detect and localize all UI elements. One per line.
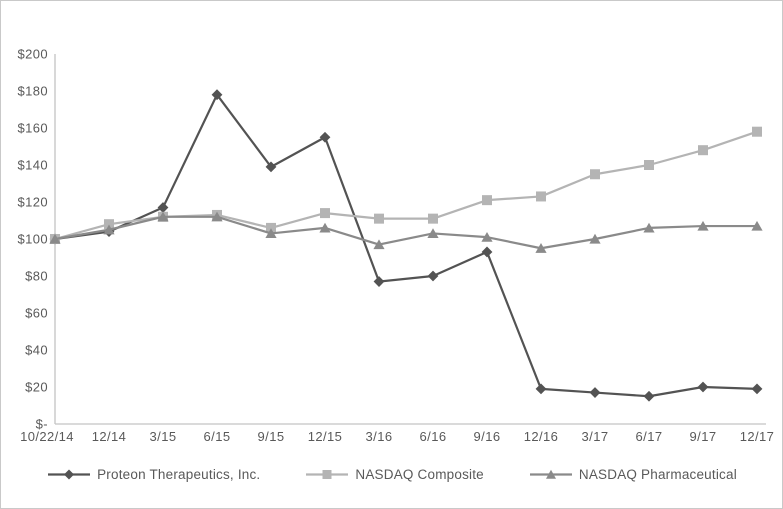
data-point-marker (265, 228, 277, 239)
data-point-marker (751, 220, 763, 231)
series-line-2 (54, 130, 758, 241)
data-point-marker (752, 126, 762, 137)
data-point-marker (481, 231, 493, 242)
data-point-marker (644, 160, 654, 170)
legend-label: Proteon Therapeutics, Inc. (97, 467, 261, 482)
data-point-marker (590, 169, 600, 180)
legend-item-1: Proteon Therapeutics, Inc. (48, 467, 260, 482)
diamond-icon (64, 469, 75, 480)
y-axis-tick-label: $200 (17, 47, 48, 62)
x-axis-tick-label: 3/16 (366, 429, 393, 444)
x-axis-tick-label: 12/14 (92, 429, 127, 444)
data-point-marker (643, 390, 655, 402)
series-line-1 (54, 93, 758, 398)
x-axis-tick-label: 9/17 (690, 429, 717, 444)
data-point-marker (481, 246, 493, 258)
x-axis-tick-label: 6/16 (420, 429, 447, 444)
y-axis-tick-label: $180 (17, 84, 48, 99)
data-point-marker (751, 383, 763, 395)
square-marker-swatch-icon (306, 470, 349, 479)
data-point-marker (320, 208, 330, 219)
data-point-marker (374, 213, 384, 224)
data-point-marker (373, 239, 385, 250)
series-line-3 (54, 215, 757, 250)
data-point-marker (157, 202, 169, 213)
data-point-marker (643, 222, 655, 233)
y-axis-tick-label: $40 (25, 343, 48, 358)
x-axis-tick-label: 6/15 (204, 429, 231, 444)
data-point-marker (265, 161, 277, 173)
x-axis-tick-label: 12/15 (308, 429, 343, 444)
legend-label: NASDAQ Pharmaceutical (578, 467, 737, 482)
data-point-marker (266, 222, 276, 233)
data-point-marker (211, 89, 223, 101)
data-point-marker (373, 276, 385, 287)
triangle-icon (545, 469, 556, 479)
data-point-marker (428, 213, 438, 224)
y-axis-tick-label: $20 (25, 380, 48, 395)
data-point-marker (482, 195, 492, 206)
data-point-marker (536, 191, 546, 202)
data-point-marker (535, 243, 547, 253)
y-axis-tick-label: $80 (25, 269, 48, 284)
y-axis-tick-label: $120 (17, 195, 48, 210)
data-point-marker (49, 233, 61, 244)
x-axis-tick-label: 12/16 (524, 429, 559, 444)
diamond-marker-swatch-icon (48, 469, 91, 480)
legend-item-3: NASDAQ Pharmaceutical (529, 467, 737, 482)
y-axis-tick-label: $60 (25, 306, 48, 321)
data-point-marker (697, 381, 709, 393)
data-point-marker (697, 220, 709, 231)
y-axis-tick-label: $- (36, 417, 48, 432)
data-point-marker (319, 131, 331, 143)
data-point-marker (427, 228, 439, 239)
data-point-marker (157, 211, 169, 222)
square-icon (322, 470, 332, 479)
legend-item-2: NASDAQ Composite (306, 467, 484, 482)
data-point-marker (427, 270, 439, 282)
y-axis-tick-label: $160 (17, 121, 48, 136)
chart-legend: Proteon Therapeutics, Inc. NASDAQ Composi… (1, 467, 782, 482)
x-axis-tick-label: 6/17 (636, 429, 663, 444)
y-axis-tick-label: $140 (17, 158, 48, 173)
data-point-marker (211, 211, 223, 222)
x-axis-tick-label: 3/17 (582, 429, 609, 444)
data-point-marker (589, 233, 601, 244)
x-axis-tick-label: 9/15 (258, 429, 285, 444)
data-point-marker (589, 387, 601, 398)
legend-label: NASDAQ Composite (355, 467, 484, 482)
data-point-marker (698, 145, 708, 156)
x-axis-tick-label: 3/15 (150, 429, 177, 444)
y-axis-tick-label: $100 (17, 232, 48, 247)
data-point-marker (319, 222, 331, 233)
x-axis-tick-label: 12/17 (740, 429, 775, 444)
triangle-marker-swatch-icon (529, 469, 572, 479)
data-point-marker (104, 219, 114, 230)
data-point-marker (103, 224, 115, 235)
data-point-marker (535, 383, 547, 395)
x-axis-tick-label: 10/22/14 (20, 429, 74, 444)
x-axis-tick-label: 9/16 (474, 429, 501, 444)
